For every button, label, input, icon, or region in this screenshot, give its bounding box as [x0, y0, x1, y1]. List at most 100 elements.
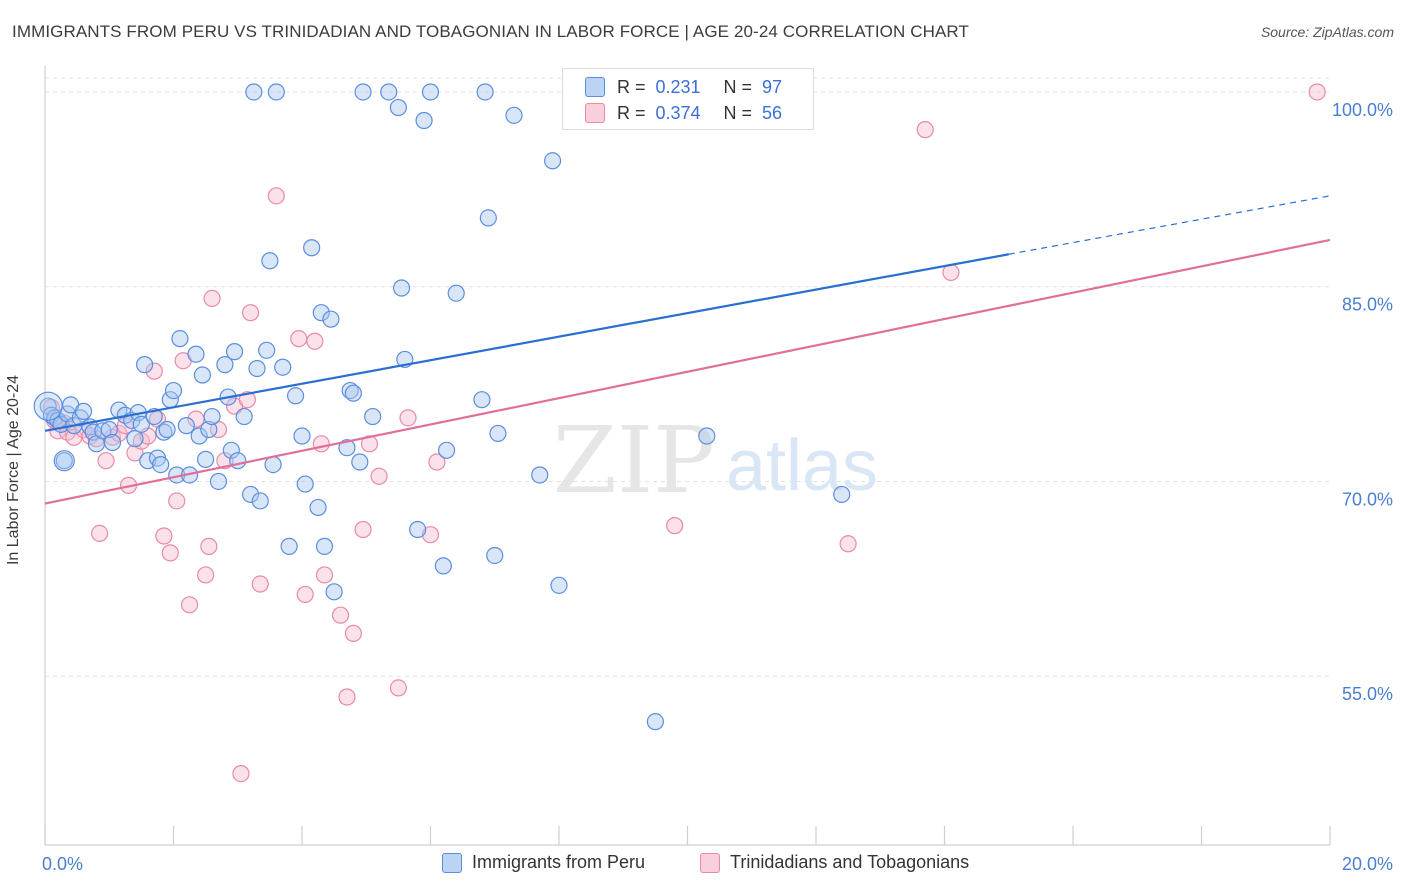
- peru-point: [258, 341, 276, 359]
- peru-point: [225, 343, 244, 361]
- trinidadians-point: [428, 453, 446, 471]
- trinidadians-point: [251, 575, 269, 593]
- trend-line-trinidadians: [44, 238, 1331, 505]
- y-tick-label: 85.0%: [1342, 295, 1393, 315]
- trinidadians-point: [91, 524, 109, 543]
- legend-item-trinidadians[interactable]: Trinidadians and Tobagonians: [700, 852, 969, 873]
- n-label: N =: [723, 102, 753, 123]
- peru-point: [315, 537, 334, 555]
- peru-point: [197, 450, 215, 468]
- peru-point: [46, 409, 64, 427]
- peru-point: [177, 417, 195, 435]
- peru-point: [409, 520, 427, 539]
- peru-point: [267, 83, 285, 101]
- trend-lines: [44, 195, 1331, 505]
- peru-point: [486, 546, 504, 565]
- r-label: R =: [617, 76, 646, 97]
- trinidadians-point: [916, 121, 934, 139]
- peru-point: [543, 152, 562, 170]
- trinidadians-point: [267, 187, 285, 205]
- peru-point: [155, 423, 173, 441]
- peru-point: [152, 455, 170, 474]
- y-tick-label: 55.0%: [1342, 684, 1393, 704]
- peru-point: [248, 359, 266, 378]
- stats-row-trinidadians: R = 0.374 N = 56: [585, 101, 782, 125]
- peru-point: [216, 356, 234, 374]
- legend-swatch-peru: [442, 852, 462, 873]
- trinidadians-point: [200, 537, 218, 555]
- peru-point: [280, 537, 298, 555]
- peru-point: [229, 452, 247, 470]
- peru-point: [354, 83, 372, 101]
- peru-point: [74, 402, 93, 420]
- y-tick-label: 100.0%: [1332, 100, 1393, 120]
- peru-point: [338, 439, 356, 457]
- peru-point: [479, 209, 497, 227]
- peru-point: [132, 415, 150, 433]
- peru-point: [437, 441, 456, 459]
- watermark-atlas: atlas: [726, 426, 878, 506]
- peru-point: [389, 98, 407, 117]
- x-tick-label-max: 20.0%: [1342, 854, 1393, 874]
- peru-point: [646, 713, 664, 731]
- legend-label-peru: Immigrants from Peru: [472, 852, 646, 872]
- trinidadians-point: [290, 330, 308, 348]
- trinidadians-point: [399, 409, 417, 427]
- trinidadians-point: [1308, 83, 1326, 101]
- trinidadians-point: [666, 517, 684, 535]
- peru-point: [351, 453, 369, 471]
- trinidadians-point: [180, 596, 199, 614]
- peru-point: [550, 576, 568, 594]
- trinidadians-point: [168, 492, 186, 510]
- watermark: ZIP atlas: [553, 407, 878, 514]
- n-value: 56: [762, 102, 783, 123]
- peru-point: [392, 279, 411, 297]
- r-label: R =: [617, 102, 646, 123]
- peru-point: [505, 106, 523, 124]
- trinidadians-point: [839, 535, 857, 553]
- peru-point: [447, 284, 465, 302]
- peru-point: [833, 485, 851, 504]
- trinidadians-point: [360, 435, 379, 453]
- peru-point-large: [33, 391, 63, 421]
- trinidadians-point: [421, 526, 440, 544]
- trinidadians-point: [203, 289, 221, 308]
- peru-point: [325, 583, 343, 601]
- bottom-legend: Immigrants from Peru Trinidadians and To…: [0, 848, 1406, 882]
- peru-point: [94, 422, 112, 440]
- trinidadians-point: [232, 764, 250, 783]
- trinidadians-point: [312, 435, 330, 453]
- peru-point: [364, 407, 382, 426]
- trinidadians-point: [315, 566, 334, 584]
- peru-point: [100, 420, 118, 439]
- trinidadians-point: [216, 452, 234, 470]
- trinidadians-swatch: [585, 103, 605, 123]
- trinidadians-point: [331, 606, 350, 624]
- peru-point: [139, 452, 157, 470]
- trinidadians-point: [97, 452, 115, 470]
- trinidadians-point: [155, 527, 173, 545]
- peru-point: [222, 441, 240, 459]
- peru-point: [203, 407, 221, 426]
- peru-point: [274, 358, 292, 376]
- chart-source: Source: ZipAtlas.com: [1260, 24, 1394, 40]
- trinidadians-point: [242, 304, 260, 322]
- peru-point: [293, 427, 311, 445]
- peru-point: [190, 427, 208, 445]
- n-label: N =: [723, 76, 753, 97]
- watermark-zip: ZIP: [553, 407, 715, 514]
- peru-point: [235, 407, 253, 426]
- peru-point: [251, 492, 269, 510]
- legend-label-trinidadians: Trinidadians and Tobagonians: [730, 852, 970, 872]
- peru-point: [171, 330, 189, 348]
- stats-row-peru: R = 0.231 N = 97: [585, 75, 782, 99]
- trinidadians-point: [161, 544, 179, 562]
- peru-point-large: [53, 450, 75, 472]
- legend-item-peru[interactable]: Immigrants from Peru: [442, 852, 645, 873]
- peru-point: [421, 83, 440, 101]
- trinidadians-point: [354, 520, 372, 539]
- peru-point: [187, 345, 205, 363]
- r-value: 0.374: [655, 102, 701, 123]
- peru-point: [126, 430, 144, 448]
